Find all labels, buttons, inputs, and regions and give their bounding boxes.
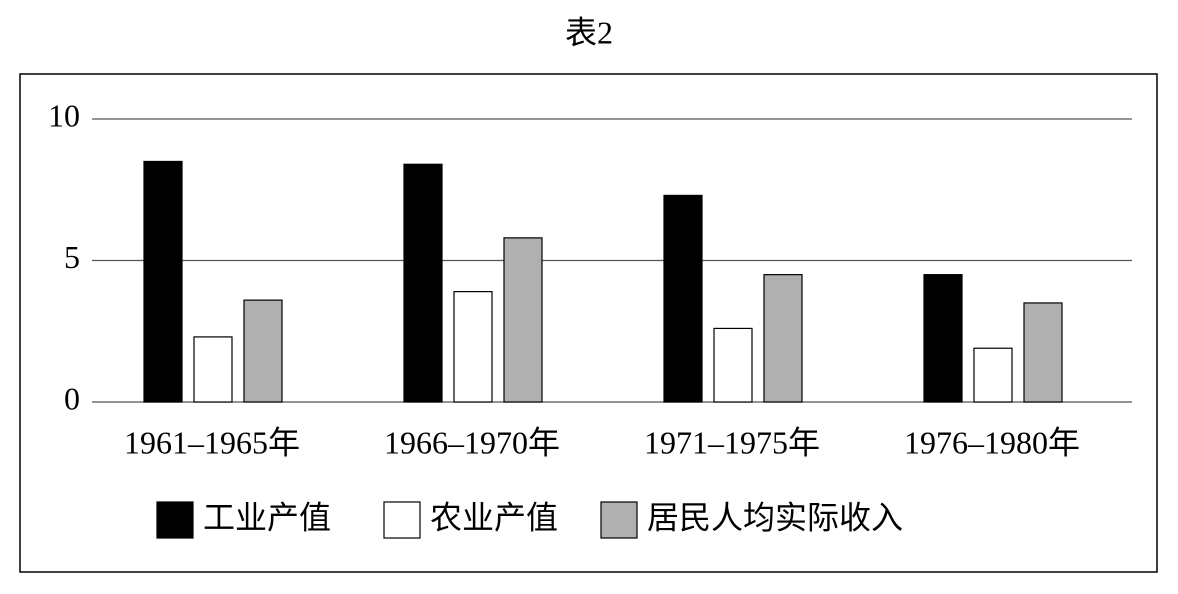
legend-swatch xyxy=(383,501,421,539)
legend-label: 工业产值 xyxy=(203,499,331,535)
bar xyxy=(713,327,753,403)
bar xyxy=(663,194,703,403)
x-tick-label: 1976–1980年 xyxy=(904,424,1080,460)
bar xyxy=(923,274,963,403)
y-tick-label: 10 xyxy=(48,97,80,133)
legend-label: 农业产值 xyxy=(430,499,558,535)
bar xyxy=(973,347,1013,403)
x-tick-label: 1961–1965年 xyxy=(124,424,300,460)
legend-swatch xyxy=(600,501,638,539)
chart-frame xyxy=(19,73,1158,573)
bar xyxy=(763,274,803,403)
bar xyxy=(1023,302,1063,403)
chart-title: 表2 xyxy=(565,14,613,50)
y-tick-label: 5 xyxy=(64,239,80,275)
bar xyxy=(243,299,283,403)
bar xyxy=(193,336,233,403)
bar xyxy=(403,163,443,403)
x-tick-label: 1971–1975年 xyxy=(644,424,820,460)
legend-label: 居民人均实际收入 xyxy=(647,499,903,535)
y-tick-label: 0 xyxy=(64,380,80,416)
bar xyxy=(503,237,543,403)
x-tick-label: 1966–1970年 xyxy=(384,424,560,460)
bar xyxy=(453,291,493,403)
bar xyxy=(143,160,183,403)
legend-swatch xyxy=(156,501,194,539)
